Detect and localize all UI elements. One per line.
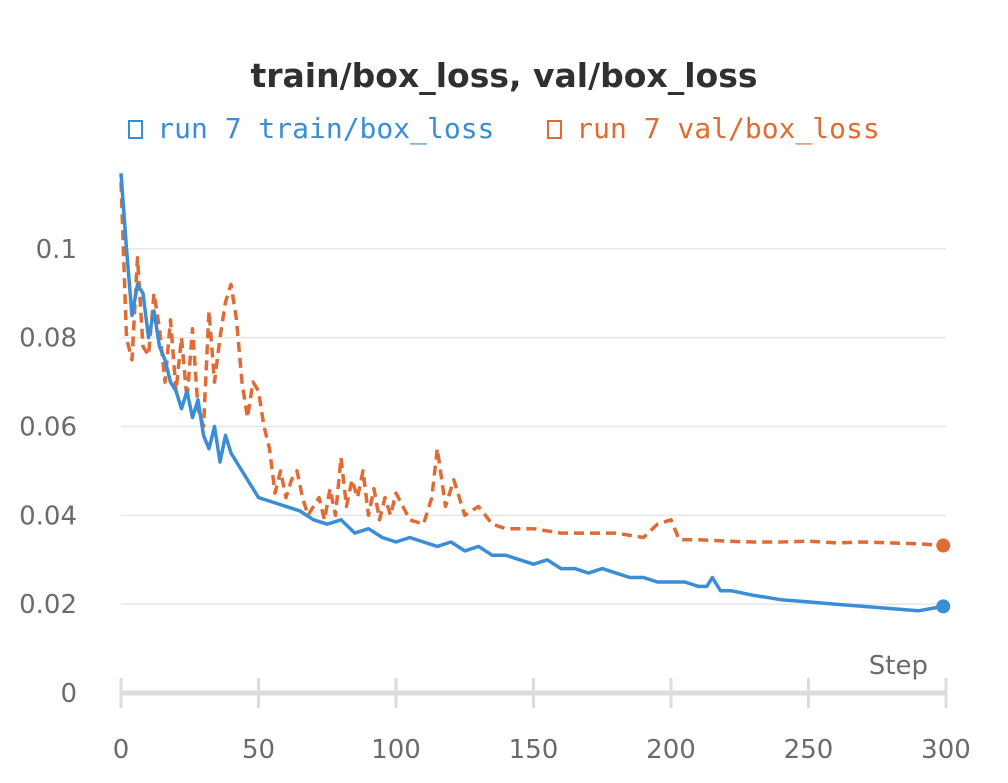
series-end-point-1 xyxy=(936,538,951,553)
legend-label-val: run 7 val/box_loss xyxy=(576,112,880,145)
x-tick-label: 50 xyxy=(242,735,275,765)
y-tick-label: 0.1 xyxy=(36,235,77,265)
x-axis: 0 50 100 150 200 250 300 xyxy=(113,678,971,765)
chart-title: train/box_loss, val/box_loss xyxy=(250,56,758,95)
y-tick-label: 0.08 xyxy=(19,324,77,354)
series-end-point-0 xyxy=(936,599,951,614)
legend: run 7 train/box_loss run 7 val/box_loss xyxy=(0,112,1008,145)
y-tick-label: 0.04 xyxy=(19,501,77,531)
y-axis: 0 0.02 0.04 0.06 0.08 0.1 xyxy=(19,235,77,709)
legend-label-train: run 7 train/box_loss xyxy=(157,112,495,145)
legend-swatch-icon xyxy=(547,120,563,139)
x-tick-label: 250 xyxy=(784,735,834,765)
series-line-1 xyxy=(119,182,944,548)
y-tick-label: 0.06 xyxy=(19,413,77,443)
x-tick-label: 100 xyxy=(371,735,421,765)
legend-item-val[interactable]: run 7 val/box_loss xyxy=(547,112,880,145)
series-layer xyxy=(119,173,951,614)
x-tick-label: 150 xyxy=(509,735,559,765)
y-tick-label: 0 xyxy=(60,679,77,709)
legend-swatch-icon xyxy=(128,120,144,139)
x-tick-label: 0 xyxy=(113,735,130,765)
series-line-0 xyxy=(119,173,944,613)
y-tick-label: 0.02 xyxy=(19,590,77,620)
legend-item-train[interactable]: run 7 train/box_loss xyxy=(128,112,494,145)
grid xyxy=(121,248,946,605)
x-tick-label: 200 xyxy=(646,735,696,765)
x-axis-label: Step xyxy=(869,651,928,681)
x-tick-label: 300 xyxy=(921,735,971,765)
